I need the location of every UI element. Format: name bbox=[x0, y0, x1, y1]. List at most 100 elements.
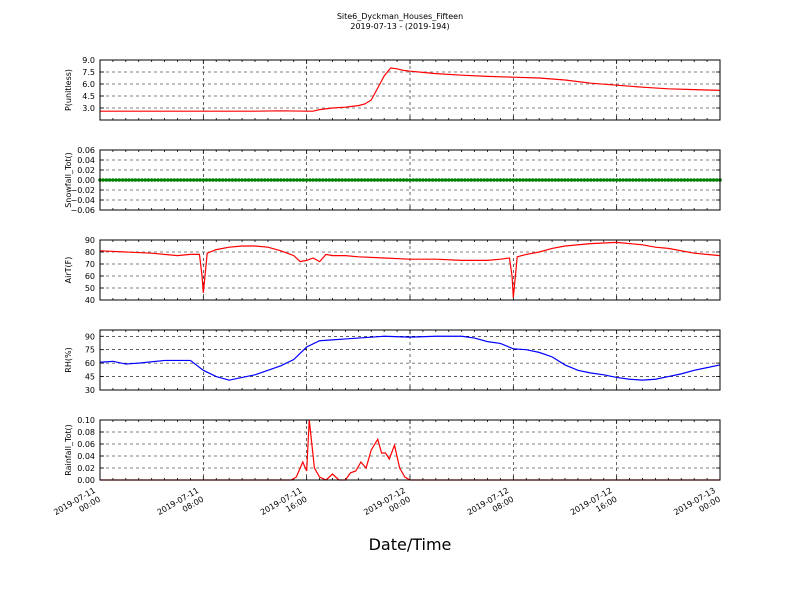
data-point bbox=[175, 178, 180, 182]
data-point bbox=[621, 178, 625, 182]
data-point bbox=[488, 178, 493, 182]
data-point bbox=[511, 178, 516, 182]
data-point bbox=[540, 178, 545, 182]
data-point bbox=[711, 178, 716, 182]
data-point bbox=[572, 178, 577, 182]
panel-4: 30 45 60 75 90 RH(%) bbox=[64, 329, 721, 395]
data-point bbox=[130, 178, 135, 182]
data-point bbox=[172, 178, 177, 182]
data-point bbox=[660, 178, 664, 182]
data-point bbox=[579, 178, 583, 182]
data-point bbox=[314, 178, 319, 182]
data-point bbox=[698, 178, 703, 182]
data-point bbox=[166, 178, 170, 182]
data-point bbox=[656, 178, 661, 182]
data-point bbox=[136, 178, 141, 182]
data-point bbox=[404, 178, 409, 182]
data-point bbox=[337, 178, 341, 182]
data-point bbox=[456, 178, 461, 182]
data-point bbox=[243, 178, 248, 182]
data-point bbox=[585, 178, 590, 182]
data-point bbox=[553, 178, 558, 182]
data-point bbox=[107, 178, 112, 182]
data-point bbox=[392, 178, 396, 182]
y-tick-label: 40 bbox=[85, 296, 95, 305]
data-point bbox=[501, 178, 506, 182]
data-point bbox=[104, 178, 109, 182]
data-point bbox=[266, 178, 270, 182]
data-point bbox=[637, 178, 642, 182]
data-point bbox=[566, 178, 571, 182]
data-point bbox=[162, 178, 167, 182]
y-tick-label: 9.0 bbox=[82, 56, 95, 65]
data-point bbox=[282, 178, 286, 182]
data-point bbox=[472, 178, 477, 182]
data-point bbox=[576, 178, 580, 182]
y-axis-label: Snowfall_Tot() bbox=[64, 152, 73, 208]
data-point bbox=[182, 178, 186, 182]
y-tick-label: 60 bbox=[85, 359, 95, 368]
data-point bbox=[679, 178, 684, 182]
data-point bbox=[240, 178, 244, 182]
data-point bbox=[424, 178, 428, 182]
data-point bbox=[608, 178, 613, 182]
y-tick-label: 7.5 bbox=[82, 68, 95, 77]
data-point bbox=[327, 178, 332, 182]
y-tick-label: −0.04 bbox=[70, 196, 95, 205]
data-point bbox=[178, 178, 183, 182]
data-point bbox=[375, 178, 380, 182]
data-point bbox=[401, 178, 406, 182]
data-point bbox=[485, 178, 490, 182]
data-point bbox=[676, 178, 680, 182]
data-point bbox=[466, 178, 470, 182]
y-axis-label: AirT(F) bbox=[64, 257, 73, 284]
y-tick-label: 90 bbox=[85, 236, 95, 245]
data-point bbox=[498, 178, 503, 182]
data-point bbox=[369, 178, 374, 182]
data-point bbox=[133, 178, 138, 182]
data-point bbox=[476, 178, 480, 182]
data-point bbox=[714, 178, 719, 182]
data-point bbox=[153, 178, 157, 182]
data-point bbox=[343, 178, 348, 182]
data-point bbox=[530, 178, 535, 182]
data-point bbox=[324, 178, 328, 182]
y-axis-label: Rainfall_Tot() bbox=[64, 424, 73, 476]
y-tick-label: 6.0 bbox=[82, 80, 95, 89]
y-tick-label: 50 bbox=[85, 284, 95, 293]
data-point bbox=[117, 178, 122, 182]
data-point bbox=[708, 178, 713, 182]
data-point bbox=[524, 178, 529, 182]
data-point bbox=[259, 178, 264, 182]
data-point bbox=[124, 178, 128, 182]
data-point bbox=[185, 178, 189, 182]
data-point bbox=[246, 178, 251, 182]
y-tick-label: 0.00 bbox=[77, 476, 95, 485]
data-point bbox=[647, 178, 651, 182]
y-tick-label: −0.06 bbox=[70, 206, 95, 215]
data-point bbox=[692, 178, 696, 182]
data-point bbox=[114, 178, 118, 182]
chart-subtitle: 2019-07-13 - (2019-194) bbox=[350, 22, 449, 31]
data-point bbox=[556, 178, 561, 182]
y-tick-label: 0.04 bbox=[77, 452, 95, 461]
panel-2: −0.06−0.04−0.020.000.020.040.06 Snowfall_… bbox=[64, 146, 722, 215]
data-point bbox=[543, 178, 548, 182]
data-point bbox=[463, 178, 467, 182]
data-point bbox=[521, 178, 525, 182]
data-point bbox=[482, 178, 487, 182]
data-point bbox=[437, 178, 441, 182]
data-point bbox=[634, 178, 638, 182]
panels: 3.0 4.5 6.0 7.5 9.0 P(unitless) −0.06−0.04−0.0… bbox=[64, 56, 722, 485]
data-point bbox=[434, 178, 438, 182]
y-axis-label: P(unitless) bbox=[64, 69, 73, 111]
data-point bbox=[279, 178, 283, 182]
data-point bbox=[614, 178, 619, 182]
data-point bbox=[411, 178, 416, 182]
data-point bbox=[249, 178, 254, 182]
